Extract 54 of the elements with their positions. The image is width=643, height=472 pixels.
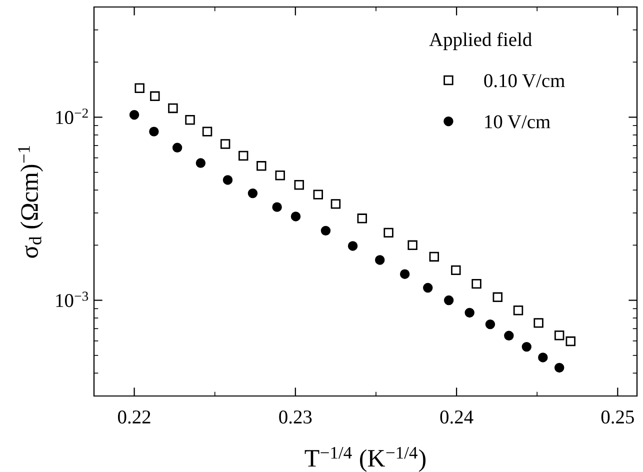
- y-tick-label: 10$^{−3}$: [56, 292, 88, 308]
- point: [149, 126, 159, 136]
- point: [134, 83, 144, 93]
- x-tick-label: 0.24: [440, 410, 474, 424]
- point: [330, 199, 341, 209]
- x-tick-label: 0.25: [601, 410, 634, 424]
- point: [172, 142, 182, 153]
- point: [554, 330, 564, 340]
- point: [150, 91, 160, 102]
- point: [472, 278, 482, 289]
- legend-label: 0.10 V/cm: [484, 74, 565, 88]
- point: [485, 319, 496, 330]
- point: [290, 212, 301, 222]
- point: [538, 352, 548, 362]
- point: [408, 240, 418, 250]
- point: [222, 175, 233, 185]
- point: [129, 110, 140, 120]
- x-axis-title: T$^{−1/4}$ (K$^{−1/4}$): [304, 446, 426, 472]
- point: [272, 202, 282, 212]
- point: [256, 161, 266, 171]
- point: [313, 190, 323, 200]
- point: [444, 295, 454, 306]
- point: [513, 305, 524, 316]
- point: [554, 362, 564, 373]
- point: [400, 269, 410, 279]
- point: [374, 255, 385, 265]
- point: [294, 180, 304, 190]
- point: [492, 292, 502, 302]
- point: [248, 188, 258, 198]
- x-tick-label: 0.23: [279, 410, 312, 424]
- point: [451, 265, 461, 276]
- point: [348, 241, 358, 251]
- point: [422, 282, 433, 293]
- point: [384, 228, 394, 238]
- point: [275, 170, 285, 180]
- point: [202, 126, 212, 136]
- point: [429, 252, 439, 262]
- point: [534, 318, 544, 328]
- point: [185, 115, 195, 125]
- point: [168, 103, 178, 114]
- point: [238, 150, 248, 161]
- point: [196, 158, 206, 168]
- point: [522, 342, 532, 352]
- point: [464, 308, 474, 318]
- y-axis-title: σ$_{d}$ (Ωcm)$^{−1}$: [18, 146, 44, 258]
- point: [357, 214, 367, 224]
- legend-title: Applied field: [429, 32, 532, 50]
- point: [566, 336, 576, 346]
- y-tick-label: 10$^{−2}$: [56, 108, 88, 124]
- point: [504, 330, 514, 340]
- point: [220, 139, 230, 149]
- point: [320, 226, 331, 236]
- legend-label: 10 V/cm: [485, 115, 550, 128]
- x-tick-label: 0.22: [118, 410, 150, 424]
